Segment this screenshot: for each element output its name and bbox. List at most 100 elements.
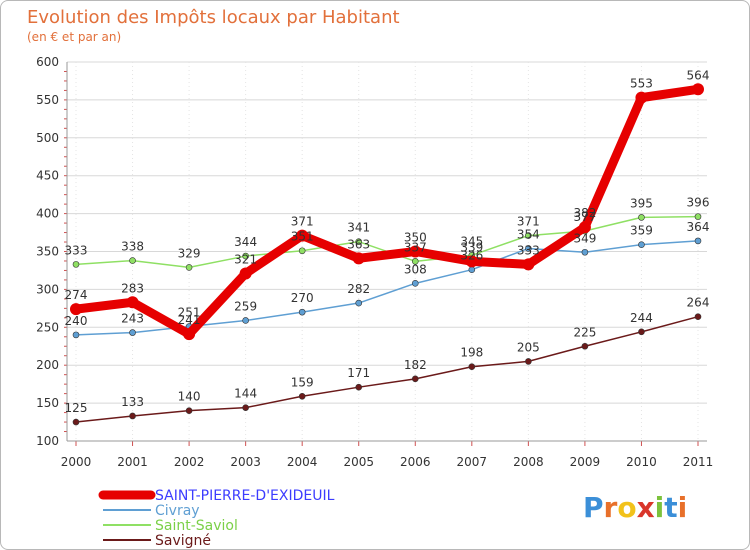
chart-title: Evolution des Impôts locaux par Habitant <box>27 7 400 28</box>
data-label-2: 341 <box>347 221 370 235</box>
series-point-2 <box>525 232 532 239</box>
data-label-2: 338 <box>121 240 144 254</box>
y-tick-label: 300 <box>36 282 59 296</box>
legend-label-2: Saint-Saviol <box>155 518 238 534</box>
x-tick-label: 2010 <box>626 455 657 469</box>
data-label-3: 264 <box>687 296 710 310</box>
x-tick-label: 2000 <box>61 455 92 469</box>
data-label-3: 244 <box>630 311 653 325</box>
data-label-3: 171 <box>347 366 370 380</box>
data-label-1: 364 <box>687 220 710 234</box>
data-label-1: 308 <box>404 262 427 276</box>
data-label-3: 198 <box>460 346 483 360</box>
series-point-1 <box>638 241 645 248</box>
data-label-layer: 274 283 241 321 371 363 350 339 333 382 553 564 240 2… <box>65 68 710 415</box>
proxiti-logo: Proxiti <box>583 491 687 524</box>
data-label-1: 349 <box>573 231 596 245</box>
data-label-0: 339 <box>460 240 483 254</box>
x-tick-label: 2002 <box>174 455 205 469</box>
series-point-3 <box>242 404 249 411</box>
data-label-1: 243 <box>121 312 144 326</box>
x-tick-label: 2006 <box>400 455 431 469</box>
series-point-2 <box>355 238 363 245</box>
data-label-0: 382 <box>573 206 596 220</box>
data-label-0: 283 <box>121 281 144 295</box>
data-label-2: 377 <box>573 210 596 224</box>
series-point-0 <box>296 229 309 242</box>
data-label-2: 371 <box>517 215 540 229</box>
data-label-0: 363 <box>347 237 370 251</box>
series-point-0 <box>522 258 535 271</box>
legend-label-1: Civray <box>155 503 200 519</box>
y-tick-label: 600 <box>36 55 59 69</box>
data-label-0: 241 <box>178 313 201 327</box>
series-point-2 <box>242 252 249 260</box>
series-line-2 <box>75 215 699 269</box>
series-point-3 <box>694 313 702 320</box>
data-label-2: 344 <box>234 235 257 249</box>
series-point-0 <box>465 255 478 268</box>
x-tick-label: 2003 <box>230 455 261 469</box>
x-tick-label: 2008 <box>513 455 544 469</box>
series-point-1 <box>694 237 702 245</box>
series-point-0 <box>239 267 252 280</box>
series-point-0 <box>409 245 422 258</box>
series-point-2 <box>185 264 193 271</box>
series-point-0 <box>578 221 591 234</box>
series-point-0 <box>635 91 648 104</box>
legend-label-0: SAINT-PIERRE-D'EXIDEUIL <box>155 488 335 504</box>
x-tick-label: 2004 <box>287 455 318 469</box>
series-point-1 <box>355 299 363 307</box>
series-layer <box>70 83 704 426</box>
data-label-1: 326 <box>460 249 483 263</box>
series-point-1 <box>525 245 532 252</box>
data-label-0: 371 <box>291 215 314 229</box>
data-label-3: 159 <box>291 375 314 389</box>
data-label-2: 345 <box>460 234 483 248</box>
y-tick-label: 350 <box>36 245 59 259</box>
data-label-2: 329 <box>178 246 201 260</box>
data-label-3: 140 <box>178 390 201 404</box>
x-tick-label: 2005 <box>343 455 374 469</box>
legend: SAINT-PIERRE-D'EXIDEUILCivraySaint-Savio… <box>98 488 335 549</box>
y-tick-label: 100 <box>36 434 59 448</box>
series-point-3 <box>185 407 193 414</box>
data-label-2: 351 <box>291 230 314 244</box>
x-tick-label: 2011 <box>683 455 714 469</box>
data-label-0: 564 <box>687 68 710 82</box>
series-point-1 <box>468 266 476 273</box>
data-label-0: 350 <box>404 231 427 245</box>
y-tick-label: 500 <box>36 131 59 145</box>
series-point-2 <box>298 247 306 255</box>
series-point-3 <box>638 328 645 336</box>
data-label-1: 251 <box>178 306 201 320</box>
series-point-3 <box>525 358 532 365</box>
series-point-0 <box>352 252 365 265</box>
x-tick-label: 2007 <box>457 455 488 469</box>
series-point-2 <box>694 213 702 220</box>
data-label-3: 144 <box>234 387 257 401</box>
data-label-2: 333 <box>65 243 88 257</box>
data-label-3: 125 <box>65 401 88 415</box>
series-point-1 <box>72 331 80 339</box>
series-point-0 <box>692 83 704 96</box>
series-point-1 <box>411 280 419 287</box>
y-tick-label: 550 <box>36 93 59 107</box>
series-point-2 <box>411 258 419 265</box>
series-point-3 <box>411 375 419 383</box>
series-point-2 <box>72 261 80 268</box>
y-tick-label: 450 <box>36 169 59 183</box>
series-point-3 <box>298 392 306 400</box>
legend-label-3: Savigné <box>155 533 211 549</box>
data-label-3: 225 <box>573 325 596 339</box>
data-label-1: 359 <box>630 224 653 238</box>
y-tick-label: 150 <box>36 396 59 410</box>
data-label-3: 133 <box>121 395 144 409</box>
data-label-0: 321 <box>234 252 257 266</box>
x-tick-label: 2009 <box>570 455 601 469</box>
series-point-1 <box>129 329 136 336</box>
series-line-0 <box>71 84 703 339</box>
data-label-0: 274 <box>65 288 88 302</box>
data-label-1: 354 <box>517 227 540 241</box>
